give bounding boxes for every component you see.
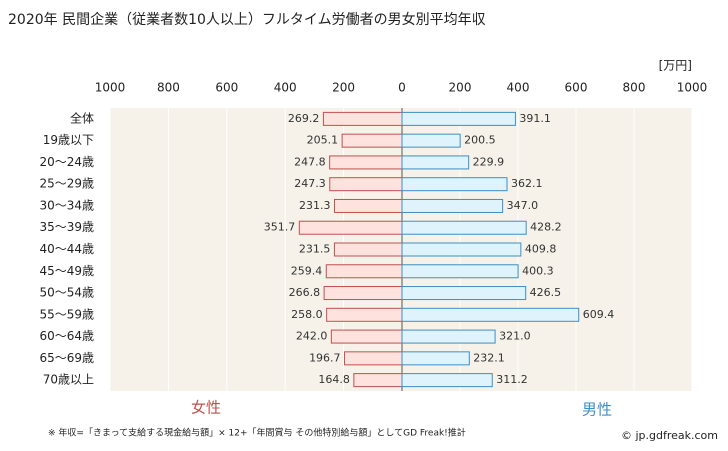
value-label: 242.0 — [296, 330, 328, 343]
bar — [401, 198, 504, 213]
value-label: 400.3 — [522, 264, 554, 277]
bar — [325, 264, 403, 279]
value-label: 196.7 — [309, 351, 341, 364]
legend-label: 男性 — [582, 401, 612, 419]
x-tick-label: 600 — [215, 81, 238, 95]
y-tick-label: 35～39歳 — [39, 220, 94, 234]
bar — [344, 351, 403, 366]
bar — [401, 373, 493, 388]
value-label: 428.2 — [530, 221, 562, 234]
value-label: 347.0 — [507, 199, 539, 212]
value-label: 351.7 — [264, 221, 296, 234]
x-tick-label: 1000 — [95, 81, 126, 95]
bar — [333, 198, 403, 213]
bar — [401, 264, 519, 279]
bar — [322, 111, 403, 126]
x-tick-label: 200 — [449, 81, 472, 95]
bar — [341, 133, 403, 148]
bar — [401, 111, 516, 126]
x-tick-label: 600 — [565, 81, 588, 95]
value-label: 609.4 — [583, 308, 615, 321]
value-label: 311.2 — [496, 373, 528, 386]
value-label: 247.8 — [294, 155, 326, 168]
y-tick-label: 55～59歳 — [39, 307, 94, 321]
bar — [323, 286, 403, 301]
value-label: 426.5 — [530, 286, 562, 299]
value-label: 229.9 — [473, 155, 505, 168]
x-tick-label: 1000 — [677, 81, 708, 95]
legend-label: 女性 — [191, 399, 221, 417]
value-label: 409.8 — [525, 243, 557, 256]
x-tick-label: 800 — [157, 81, 180, 95]
y-tick-label: 40～44歳 — [39, 242, 94, 256]
footnote: ※ 年収=「きまって支給する現金給与額」× 12+「年間賞与 その他特別給与額」… — [48, 427, 466, 439]
value-label: 321.0 — [499, 330, 530, 343]
y-tick-label: 19歳以下 — [43, 133, 94, 147]
bar — [329, 155, 403, 170]
bar — [401, 155, 470, 170]
y-tick-label: 25～29歳 — [39, 177, 94, 191]
value-label: 258.0 — [291, 308, 323, 321]
value-label: 362.1 — [511, 177, 543, 190]
y-tick-label: 60～64歳 — [39, 329, 94, 343]
y-tick-label: 20～24歳 — [39, 155, 94, 169]
bar — [330, 329, 403, 344]
bar — [401, 133, 461, 148]
x-tick-label: 400 — [274, 81, 297, 95]
bar — [401, 286, 527, 301]
bar — [401, 242, 522, 257]
y-tick-label: 70歳以上 — [43, 373, 94, 387]
x-tick-label: 800 — [623, 81, 646, 95]
value-label: 205.1 — [307, 134, 339, 147]
y-tick-label: 全体 — [70, 110, 94, 125]
y-tick-label: 65～69歳 — [39, 351, 94, 365]
value-label: 269.2 — [288, 112, 320, 125]
bar — [333, 242, 403, 257]
bar — [326, 307, 403, 322]
bar — [298, 220, 403, 235]
bar — [401, 307, 580, 322]
bar — [401, 351, 470, 366]
value-label: 231.3 — [299, 199, 331, 212]
value-label: 259.4 — [291, 264, 323, 277]
bar — [329, 177, 403, 192]
y-tick-label: 45～49歳 — [39, 264, 94, 278]
x-tick-label: 400 — [507, 81, 530, 95]
value-label: 247.3 — [294, 177, 326, 190]
y-tick-label: 30～34歳 — [39, 198, 94, 212]
x-tick-label: 200 — [332, 81, 355, 95]
value-label: 232.1 — [473, 351, 505, 364]
watermark: © jp.gdfreak.com — [621, 429, 718, 442]
bar — [401, 220, 527, 235]
chart-title: 2020年 民間企業（従業者数10人以上）フルタイム労働者の男女別平均年収 — [8, 11, 486, 28]
x-tick-label: 0 — [398, 81, 406, 95]
value-label: 200.5 — [464, 134, 496, 147]
y-tick-label: 50～54歳 — [39, 286, 94, 300]
value-label: 266.8 — [289, 286, 321, 299]
bar — [401, 329, 496, 344]
value-label: 164.8 — [318, 373, 350, 386]
value-label: 391.1 — [519, 112, 551, 125]
bar — [353, 373, 403, 388]
value-label: 231.5 — [299, 243, 331, 256]
unit-label: [万円] — [659, 59, 692, 73]
bar — [401, 177, 508, 192]
